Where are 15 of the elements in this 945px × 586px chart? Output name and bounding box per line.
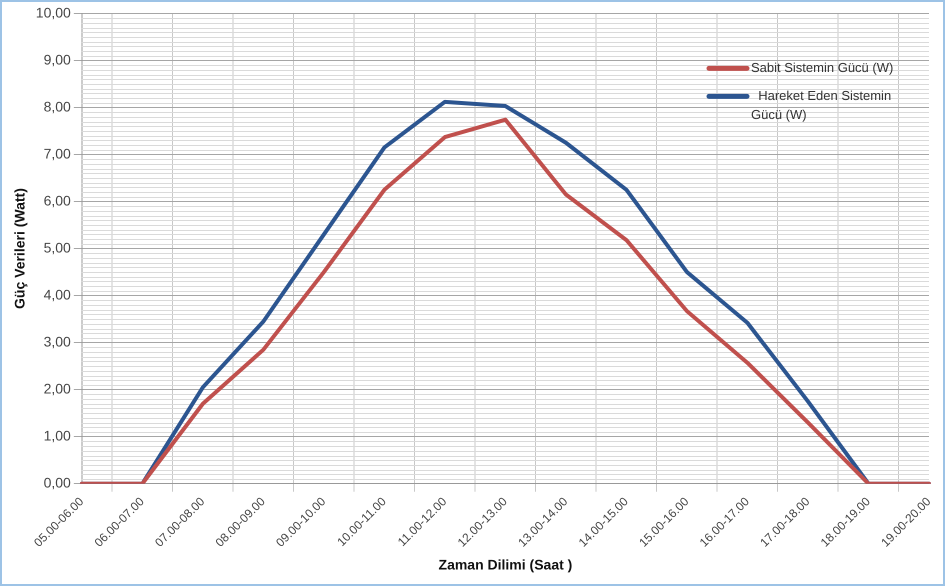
legend-label: Hareket Eden Sistemin Gücü (W) [751,88,892,122]
y-tick-label: 7,00 [44,145,72,162]
y-axis-title: Güç Verileri (Watt) [11,188,28,309]
y-tick-label: 10,00 [36,4,72,20]
y-tick-label: 6,00 [44,192,72,208]
y-tick-label: 5,00 [44,239,72,256]
y-tick-label: 1,00 [44,428,72,444]
y-tick-label: 2,00 [44,380,72,397]
y-tick-label: 3,00 [44,333,72,350]
y-tick-label: 8,00 [44,98,72,114]
y-tick-label: 9,00 [44,51,72,68]
x-axis-title: Zaman Dilimi (Saat ) [438,556,572,572]
y-tick-label: 0,00 [44,474,72,491]
y-tick-label: 4,00 [44,286,72,302]
legend-label: Sabit Sistemin Gücü (W) [751,60,894,75]
